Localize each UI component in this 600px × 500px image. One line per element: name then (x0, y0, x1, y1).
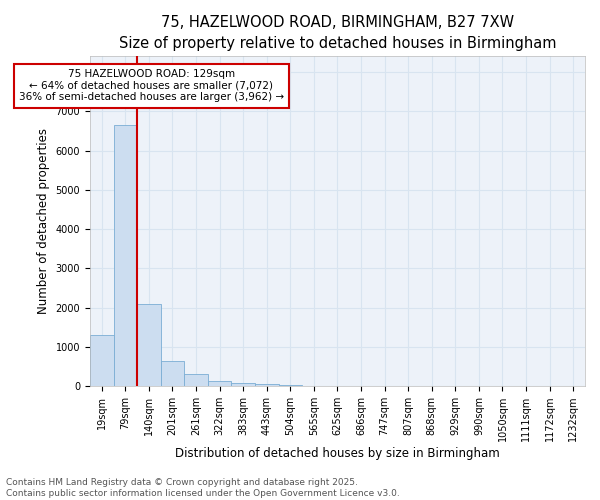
Text: 75 HAZELWOOD ROAD: 129sqm
← 64% of detached houses are smaller (7,072)
36% of se: 75 HAZELWOOD ROAD: 129sqm ← 64% of detac… (19, 69, 284, 102)
Bar (90, 335, 113, 386)
Title: 75, HAZELWOOD ROAD, BIRMINGHAM, B27 7XW
Size of property relative to detached ho: 75, HAZELWOOD ROAD, BIRMINGHAM, B27 7XW … (119, 15, 556, 51)
Bar (113, 125, 137, 386)
Bar (232, 383, 255, 386)
Bar (161, 360, 184, 386)
Y-axis label: Number of detached properties: Number of detached properties (37, 128, 50, 314)
Bar (184, 374, 208, 386)
Bar (278, 385, 302, 386)
Bar (208, 381, 232, 386)
Text: Contains HM Land Registry data © Crown copyright and database right 2025.
Contai: Contains HM Land Registry data © Crown c… (6, 478, 400, 498)
Bar (137, 304, 161, 386)
Bar (255, 384, 278, 386)
X-axis label: Distribution of detached houses by size in Birmingham: Distribution of detached houses by size … (175, 447, 500, 460)
